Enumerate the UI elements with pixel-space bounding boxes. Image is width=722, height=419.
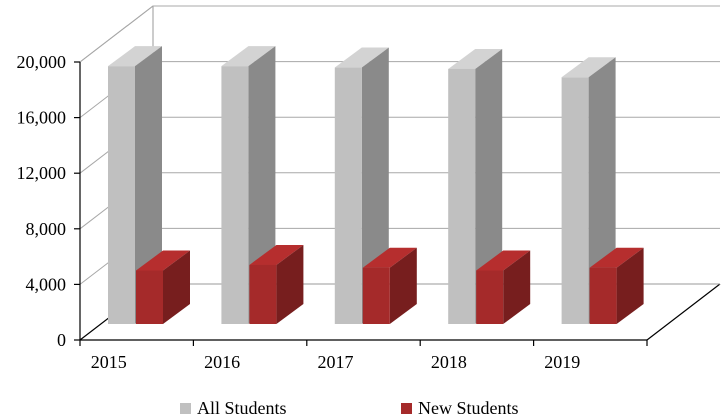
x-tick-label: 2016 (204, 352, 240, 372)
y-tick-label: 20,000 (17, 52, 67, 72)
bar-new-students-front (249, 264, 277, 324)
gridline (79, 61, 720, 118)
bar-group (108, 46, 190, 325)
bar-new-students-side (503, 250, 531, 324)
legend-item: All Students (180, 398, 287, 418)
legend: All Students New Students (180, 398, 519, 418)
bar-group (561, 57, 644, 324)
back-wall-edge (79, 5, 720, 63)
bar-new-students-side (276, 244, 304, 324)
gridline (79, 172, 720, 230)
bar-all-students-front (108, 66, 135, 325)
bar-new-students-top (476, 250, 531, 271)
bar-new-students-front (362, 267, 390, 324)
bar-new-students-side (389, 247, 417, 324)
x-tick-label: 2017 (318, 352, 354, 372)
y-tick-label: 8,000 (26, 219, 67, 239)
bar-all-students-side (475, 48, 503, 324)
gridline (79, 5, 720, 63)
bar-new-students-top (136, 250, 190, 271)
bar-group (334, 47, 417, 325)
bar-new-students-front (589, 267, 617, 324)
gridlines (79, 5, 720, 285)
y-tick-label: 4,000 (26, 274, 67, 294)
bars (108, 46, 644, 325)
y-tick-label: 12,000 (17, 163, 67, 183)
bar-all-students-top (221, 46, 276, 67)
legend-label: All Students (197, 398, 287, 418)
bar-all-students-front (334, 67, 362, 324)
x-axis-ticks: 2015 2016 2017 2018 2019 (79, 340, 648, 372)
gridline (79, 116, 720, 174)
floor-right-edge (646, 283, 721, 341)
bar-all-students-top (561, 57, 616, 78)
legend-label: New Students (418, 398, 519, 418)
bar-all-students-top (334, 47, 389, 68)
x-tick-label: 2019 (544, 352, 580, 372)
bar-new-students-top (589, 247, 644, 268)
bar-new-students-top (249, 244, 304, 265)
bar-new-students-side (163, 250, 190, 324)
bar-all-students-side (135, 46, 162, 325)
legend-swatch (401, 403, 412, 414)
x-tick-label: 2015 (91, 352, 127, 372)
y-tick-label: 0 (57, 330, 66, 350)
x-tick-label: 2018 (431, 352, 467, 372)
bar-new-students-side (616, 247, 644, 324)
legend-item: New Students (401, 398, 519, 418)
bar-new-students-top (362, 247, 417, 268)
bar-new-students-front (136, 270, 163, 324)
legend-swatch (180, 403, 191, 414)
bar-all-students-front (448, 68, 476, 324)
bar-group (221, 46, 304, 325)
y-tick-label: 16,000 (17, 108, 67, 128)
bar-all-students-top (108, 46, 162, 67)
bar-all-students-top (448, 48, 503, 69)
bar-all-students-front (561, 77, 589, 324)
y-axis-ticks: 0 4,000 8,000 12,000 16,000 20,000 (17, 52, 80, 350)
bar-group (448, 48, 531, 324)
bar-new-students-front (476, 270, 504, 324)
bar-all-students-front (221, 66, 249, 325)
